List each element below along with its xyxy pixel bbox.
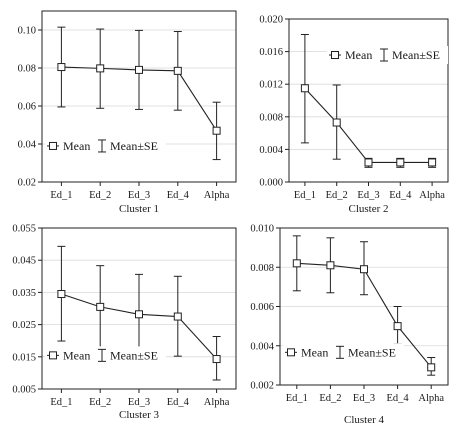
chart-panel-1: 0.02 0.04 0.06 0.08 0.10 Ed_1 Ed_2 Ed_3 Ed_4 Alph…: [18, 10, 237, 215]
mean-marker: [360, 265, 368, 274]
legend: Mean Mean±SE: [45, 346, 166, 365]
y-tick-label: 0.002: [250, 381, 274, 392]
chart-panel-4: 0.002 0.004 0.006 0.008 0.010 Ed_1 Ed_2 Ed_3 Ed_…: [250, 224, 449, 426]
y-tick-label: 0.006: [250, 302, 274, 313]
chart-caption: Cluster 2: [348, 203, 388, 215]
x-tick-label: Ed_1: [50, 397, 72, 408]
mean-marker: [326, 261, 335, 270]
x-tick-label: Ed_2: [89, 397, 111, 408]
mean-marker: [364, 158, 373, 167]
legend: Mean Mean±SE: [327, 46, 448, 64]
y-tick-label: 0.02: [18, 178, 36, 189]
mean-marker: [96, 302, 105, 311]
mean-marker: [57, 63, 66, 72]
x-tick-label: Ed_4: [387, 393, 410, 404]
legend-mean-marker: [49, 141, 57, 150]
y-tick-label: 0.015: [12, 352, 36, 363]
x-tick-label: Alpha: [204, 397, 230, 408]
x-tick-label: Ed_4: [389, 190, 412, 201]
legend-mean-marker: [287, 348, 295, 357]
mean-marker: [332, 118, 341, 127]
mean-marker: [428, 158, 437, 167]
chart-panel-3: 0.005 0.015 0.025 0.035 0.045 0.055 Ed_1 Ed_2 Ed…: [12, 224, 237, 421]
legend: Mean Mean±SE: [283, 343, 404, 362]
y-tick-label: 0.004: [250, 341, 274, 352]
mean-marker: [96, 64, 105, 73]
x-tick-label: Alpha: [204, 190, 230, 201]
mean-marker: [57, 290, 66, 299]
mean-marker: [300, 84, 309, 93]
y-tick-label: 0.025: [12, 320, 36, 331]
legend-mean-label: Mean: [63, 139, 90, 153]
y-tick-label: 0.008: [259, 112, 283, 123]
x-tick-label: Ed_1: [294, 190, 316, 201]
y-tick-label: 0.10: [18, 26, 36, 37]
x-tick-label: Ed_2: [319, 393, 341, 404]
legend-background: [327, 46, 448, 64]
x-tick-label: Ed_1: [50, 190, 72, 201]
legend-mean-label: Mean: [345, 48, 372, 62]
legend-se-label: Mean±SE: [110, 139, 158, 153]
mean-marker: [427, 363, 436, 372]
y-tick-label: 0.08: [18, 64, 36, 75]
legend-se-label: Mean±SE: [110, 348, 158, 362]
y-tick-label: 0.04: [18, 140, 37, 151]
x-tick-label: Ed_4: [167, 397, 190, 408]
chart-caption: Cluster 3: [119, 409, 160, 421]
legend-background: [45, 136, 166, 155]
x-tick-label: Ed_3: [128, 397, 150, 408]
mean-marker: [396, 158, 405, 167]
mean-marker: [393, 322, 402, 331]
plot-frame: [288, 18, 449, 183]
mean-marker: [212, 126, 221, 135]
y-tick-label: 0.045: [12, 256, 36, 267]
legend-se-label: Mean±SE: [348, 345, 396, 359]
chart-caption: Cluster 4: [344, 414, 385, 426]
legend-background: [45, 346, 166, 365]
legend-mean-label: Mean: [63, 348, 90, 362]
mean-marker: [173, 312, 182, 321]
x-tick-label: Ed_1: [286, 393, 308, 404]
y-tick-label: 0.06: [18, 102, 36, 113]
y-tick-label: 0.016: [259, 47, 283, 58]
y-tick-label: 0.000: [259, 178, 283, 189]
x-tick-label: Ed_3: [357, 190, 379, 201]
y-tick-label: 0.008: [250, 263, 274, 274]
y-tick-label: 0.004: [259, 145, 283, 156]
chart-panel-2: 0.000 0.004 0.008 0.012 0.016 0.020 Ed_1 Ed_2 Ed…: [259, 15, 449, 215]
legend-mean-marker: [331, 51, 339, 59]
chart-caption: Cluster 1: [119, 203, 159, 215]
mean-marker: [292, 259, 301, 268]
x-tick-label: Ed_3: [128, 190, 150, 201]
x-tick-label: Alpha: [418, 393, 444, 404]
mean-line: [304, 87, 433, 163]
legend: Mean Mean±SE: [45, 136, 166, 155]
x-tick-label: Ed_3: [353, 393, 375, 404]
legend-background: [283, 343, 404, 362]
x-tick-label: Ed_4: [167, 190, 190, 201]
x-tick-label: Ed_2: [326, 190, 348, 201]
y-tick-label: 0.012: [259, 80, 283, 91]
mean-marker: [135, 65, 143, 74]
legend-mean-label: Mean: [301, 345, 328, 359]
mean-marker: [173, 66, 182, 75]
y-tick-label: 0.020: [259, 15, 283, 26]
mean-marker: [212, 355, 221, 364]
legend-se-label: Mean±SE: [392, 48, 440, 62]
x-tick-label: Alpha: [419, 190, 445, 201]
x-tick-label: Ed_2: [89, 190, 111, 201]
y-tick-label: 0.035: [12, 288, 36, 299]
y-tick-label: 0.055: [12, 224, 36, 235]
mean-marker: [135, 310, 143, 319]
y-tick-label: 0.010: [250, 224, 274, 235]
legend-mean-marker: [49, 351, 57, 360]
y-tick-label: 0.005: [12, 385, 36, 396]
